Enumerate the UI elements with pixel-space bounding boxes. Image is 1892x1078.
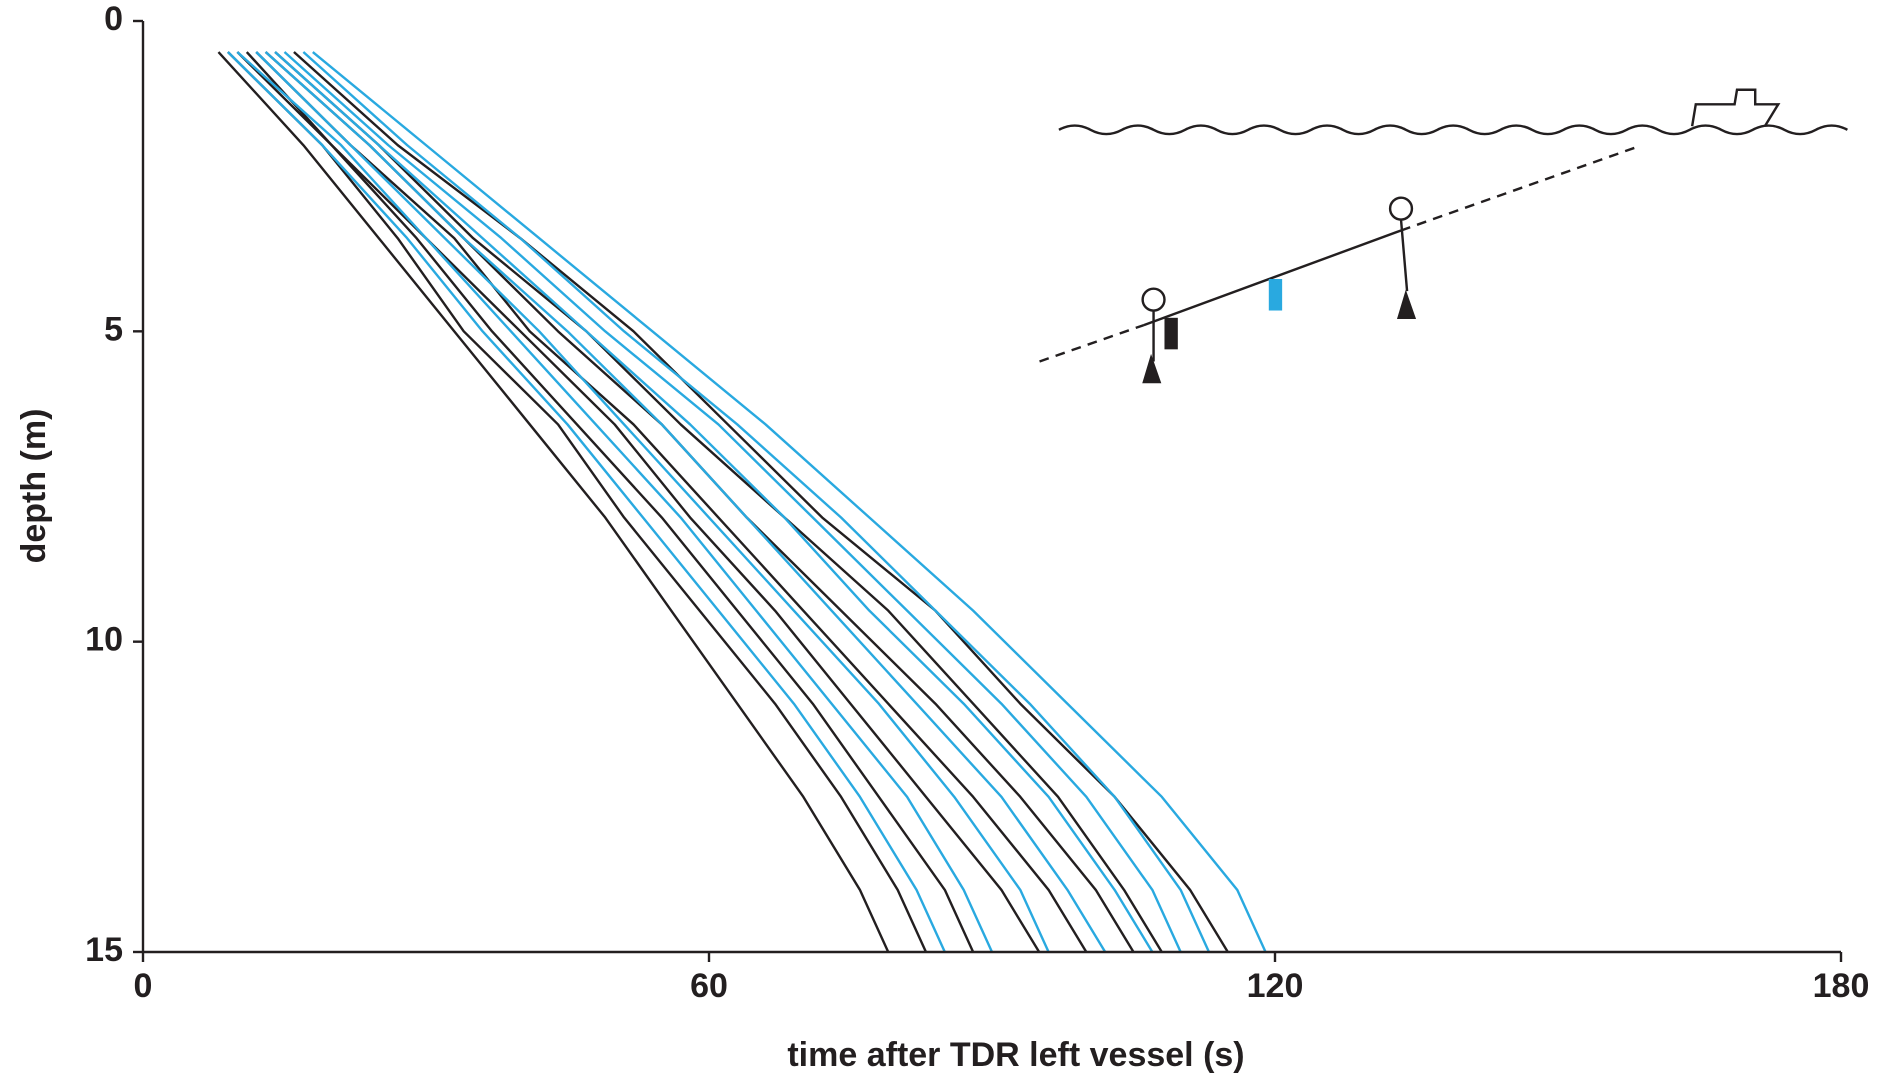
y-tick-label: 5 <box>104 310 123 348</box>
line <box>1152 219 1409 362</box>
float <box>1388 196 1414 221</box>
inset-diagram <box>1039 88 1848 384</box>
rope-dashed <box>1400 145 1638 232</box>
series-line <box>227 51 946 953</box>
tdr-black <box>1164 317 1178 350</box>
series-line <box>293 51 1229 953</box>
vessel <box>1690 88 1781 127</box>
x-tick-label: 180 <box>1813 967 1870 1005</box>
series-line <box>245 51 1041 953</box>
series-line <box>274 51 1154 953</box>
rope-dashed <box>1039 323 1145 363</box>
y-tick-label: 0 <box>104 0 123 38</box>
series-line <box>312 51 1267 953</box>
series-line <box>236 51 975 953</box>
series-line <box>217 51 890 953</box>
series-line <box>264 51 1107 953</box>
series-line <box>227 51 928 953</box>
water-surface <box>1058 124 1848 136</box>
y-axis-label: depth (m) <box>15 409 53 564</box>
weight <box>1142 289 1417 384</box>
x-axis-label: time after TDR left vessel (s) <box>787 1036 1244 1074</box>
series-line <box>236 51 994 953</box>
rope <box>1143 229 1402 327</box>
x-tick-label: 120 <box>1247 967 1304 1005</box>
series-line <box>255 51 1088 953</box>
tdr-blue <box>1268 278 1283 311</box>
x-tick-label: 60 <box>690 967 728 1005</box>
series-line <box>283 51 1182 953</box>
series-line <box>255 51 1050 953</box>
series-line <box>274 51 1163 953</box>
x-tick-label: 0 <box>134 967 153 1005</box>
series-line <box>302 51 1211 953</box>
float <box>1141 287 1166 312</box>
y-tick-label: 10 <box>85 621 123 659</box>
y-tick-label: 15 <box>85 931 123 969</box>
